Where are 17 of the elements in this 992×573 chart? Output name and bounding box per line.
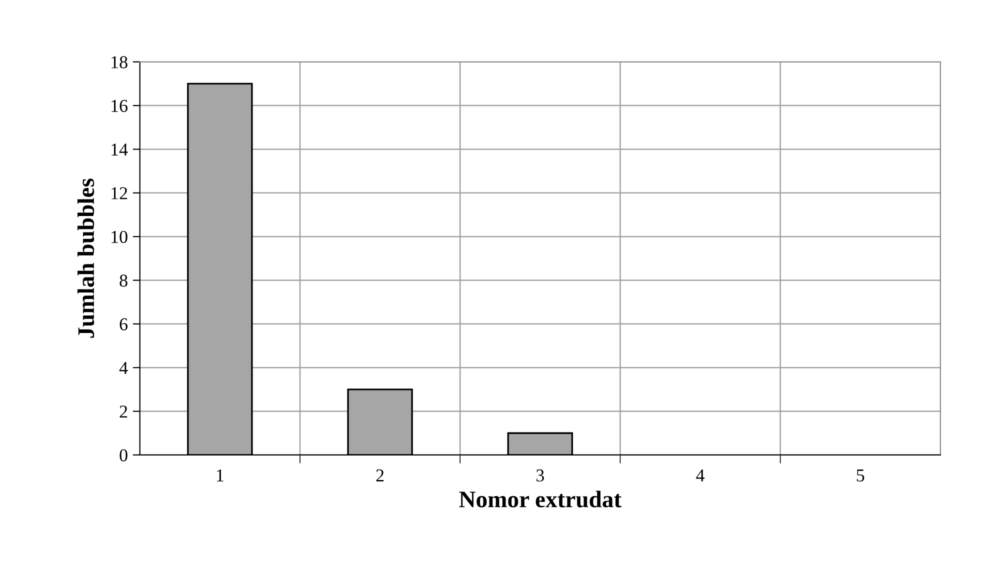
x-tick-label: 2 bbox=[376, 469, 384, 482]
y-tick-label: 4 bbox=[119, 362, 128, 374]
y-tick-label: 16 bbox=[112, 100, 128, 112]
y-tick-label: 2 bbox=[120, 406, 128, 418]
y-tick-label: 10 bbox=[112, 230, 128, 244]
x-tick-label: 1 bbox=[217, 469, 224, 482]
y-tick-label: 12 bbox=[112, 187, 128, 200]
x-tick-label: 3 bbox=[536, 469, 544, 482]
y-axis-title: Jumlah bubbles bbox=[77, 178, 94, 338]
x-tick-label: 4 bbox=[696, 469, 704, 482]
y-tick-label: 14 bbox=[112, 144, 128, 156]
x-axis-title: Nomor extrudat bbox=[459, 490, 622, 508]
y-tick-label: 18 bbox=[112, 56, 128, 68]
y-tick-label: 0 bbox=[120, 449, 128, 462]
x-tick-label: 5 bbox=[856, 470, 864, 482]
y-tick-label: 6 bbox=[120, 318, 128, 330]
y-tick-label: 8 bbox=[120, 274, 128, 287]
